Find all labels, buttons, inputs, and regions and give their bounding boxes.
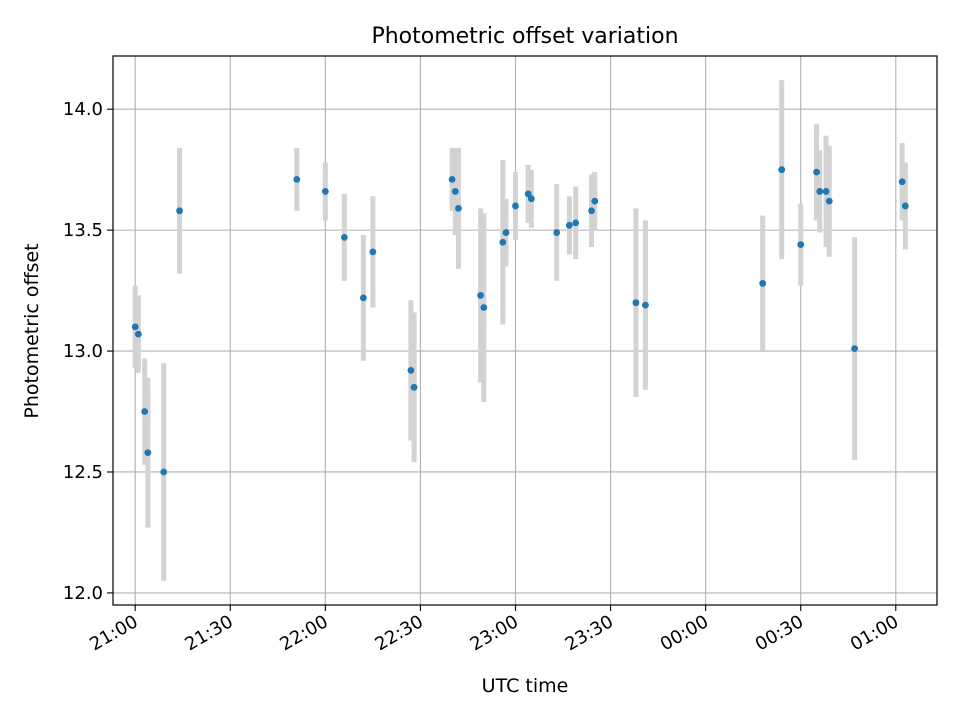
data-point bbox=[565, 221, 573, 229]
y-tick-label: 12.5 bbox=[63, 462, 103, 483]
y-tick-label: 13.0 bbox=[63, 341, 103, 362]
data-point bbox=[759, 279, 767, 287]
data-point bbox=[778, 166, 786, 174]
data-point bbox=[512, 202, 519, 210]
data-point bbox=[359, 294, 367, 302]
data-point bbox=[141, 408, 149, 415]
grid-layer bbox=[113, 56, 937, 605]
data-point bbox=[176, 207, 183, 215]
y-axis-ticks: 12.0 12.5 13.0 13.5 14.0 bbox=[63, 99, 113, 604]
y-tick-label: 14.0 bbox=[63, 99, 103, 120]
data-point bbox=[524, 190, 532, 198]
data-point bbox=[632, 299, 640, 307]
data-point bbox=[822, 188, 830, 195]
data-point bbox=[131, 323, 139, 331]
data-point bbox=[898, 178, 906, 186]
data-point bbox=[455, 204, 462, 212]
data-point bbox=[134, 330, 142, 338]
data-point bbox=[572, 219, 580, 227]
y-axis-label: Photometric offset bbox=[21, 243, 43, 418]
data-point bbox=[369, 248, 377, 256]
data-point bbox=[451, 188, 459, 195]
data-point bbox=[499, 238, 507, 246]
data-point bbox=[816, 188, 824, 195]
data-point bbox=[588, 207, 595, 215]
data-point bbox=[642, 301, 649, 309]
data-point bbox=[480, 304, 488, 311]
data-point bbox=[407, 367, 415, 374]
data-point bbox=[825, 197, 833, 205]
x-axis-label: UTC time bbox=[482, 675, 569, 697]
y-tick-label: 13.5 bbox=[63, 220, 103, 241]
y-tick-label: 12.0 bbox=[63, 583, 103, 604]
data-point bbox=[797, 241, 805, 249]
chart-title: Photometric offset variation bbox=[371, 24, 678, 49]
point-layer bbox=[131, 166, 909, 476]
data-point bbox=[477, 292, 485, 299]
data-point bbox=[293, 175, 301, 183]
plot-frame bbox=[112, 55, 938, 606]
data-point bbox=[340, 233, 348, 241]
data-point bbox=[851, 345, 858, 353]
data-point bbox=[502, 229, 510, 236]
data-point bbox=[160, 468, 168, 476]
data-point bbox=[591, 197, 599, 205]
data-point bbox=[410, 383, 418, 391]
data-point bbox=[813, 168, 820, 176]
data-point bbox=[527, 195, 535, 203]
data-point bbox=[144, 449, 152, 457]
data-point bbox=[553, 229, 561, 236]
data-point bbox=[901, 202, 909, 210]
data-point bbox=[321, 188, 329, 195]
data-point bbox=[448, 175, 456, 183]
